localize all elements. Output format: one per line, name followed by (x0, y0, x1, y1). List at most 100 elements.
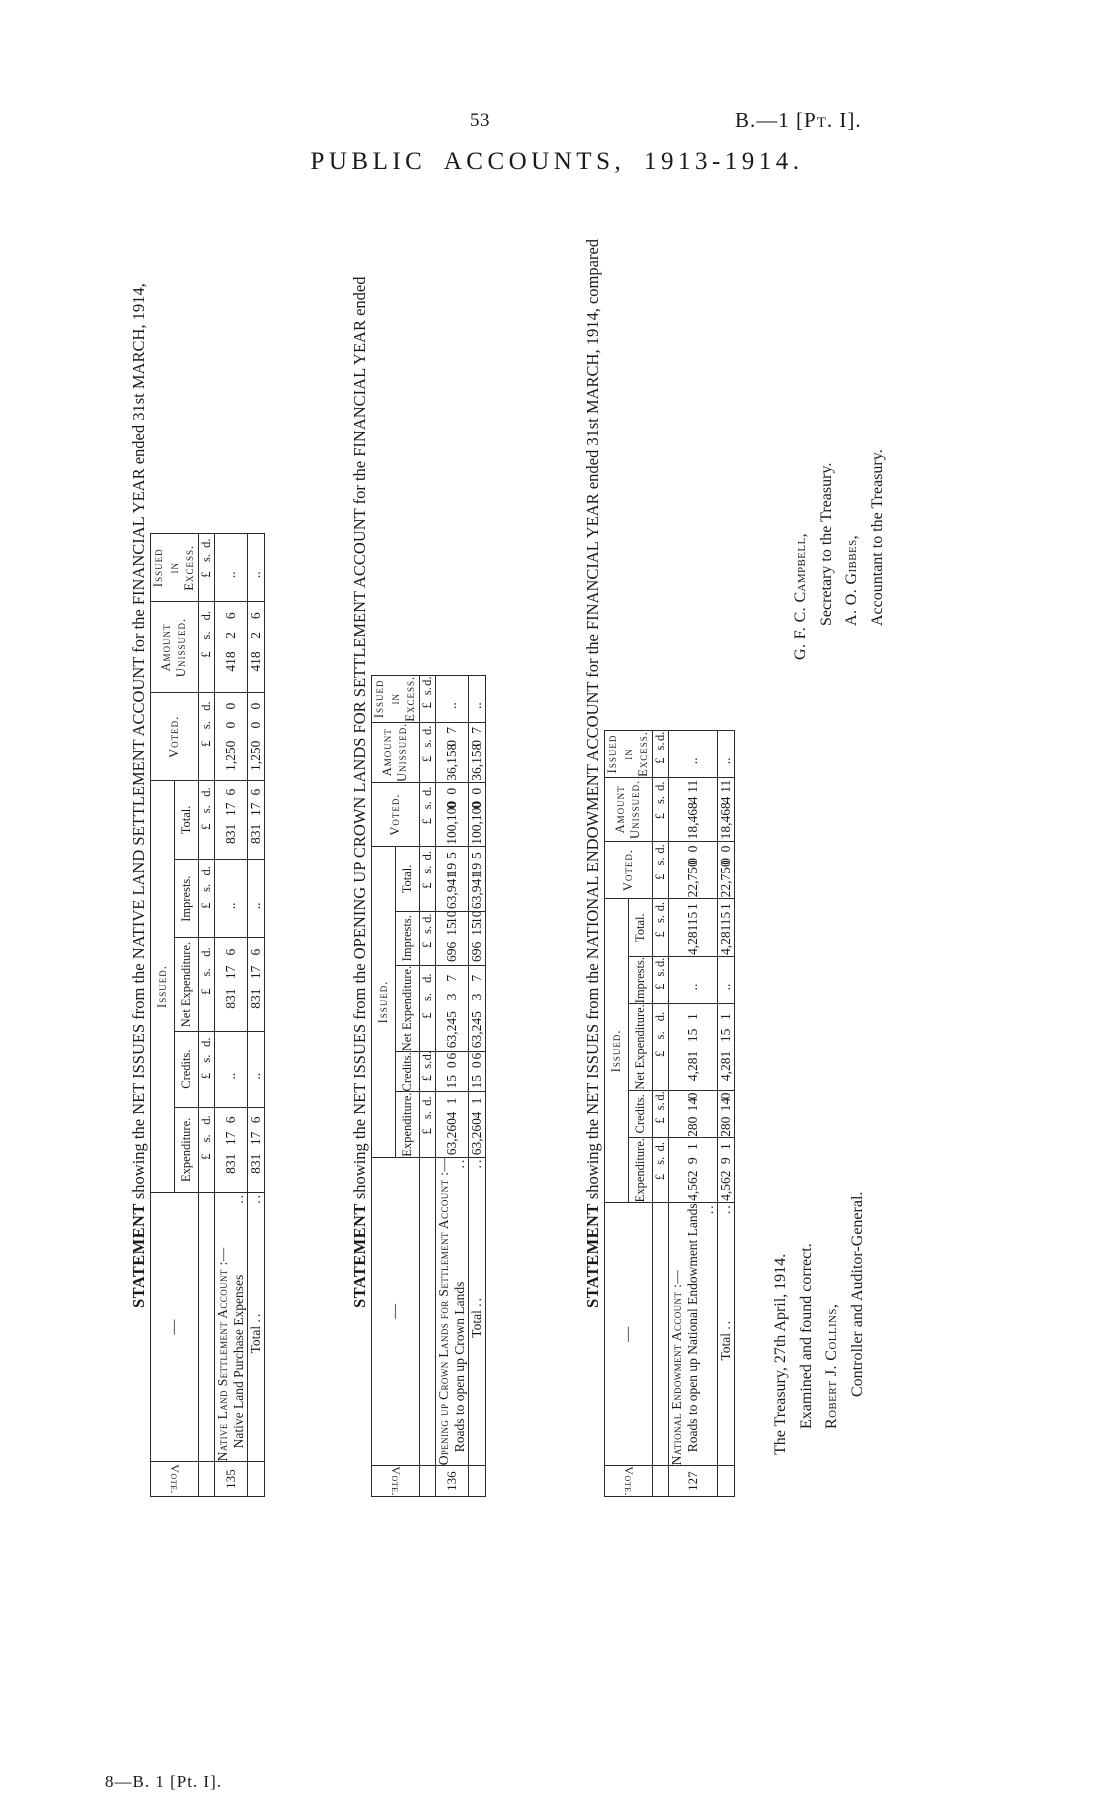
statement-table-1: Vote. — Issued. Voted. Amount Unissued. … (150, 533, 265, 1497)
table-2-row-0-dots: .. (451, 1157, 467, 1169)
statement-table-3: Vote. — Issued. Voted. Amount Unissued. … (604, 730, 735, 1497)
table-1-total-expenditure: 831176 (247, 1107, 265, 1193)
table-3-total-total: 4,281151 (717, 898, 735, 957)
table-2-total-label: Total (468, 1310, 484, 1338)
table-2-row-0-net-expenditure: 63,24537 (435, 965, 469, 1052)
table-2-units-row: £s.d. £s.d. £s.d. £s.d. £s.d. £s.d. £s.d… (419, 675, 436, 1497)
table-1-total-imprests: .. (247, 859, 265, 938)
table-1-total-total: 831176 (247, 780, 265, 860)
table-3-units-vote (652, 1465, 669, 1497)
table-3-row-0-imprests: .. (668, 956, 718, 1004)
table-1-issued-excess-header: Issued in Excess. (150, 533, 199, 602)
table-3-particulars-header: — (604, 1202, 653, 1466)
signers-block: G. F. C. Campbell, Secretary to the Trea… (788, 260, 890, 660)
statement-heading-1-lead: STATEMENT (129, 1203, 148, 1308)
table-1-total-row: Total .. .. 831176 .. 831176 .. 831176 1… (247, 533, 265, 1497)
table-3-total-vote (717, 1465, 735, 1497)
table-1-units-issued-excess: £s.d. (198, 533, 215, 602)
table-3-row-0-dots: .. (700, 1203, 716, 1215)
table-3-credits-header: Credits. (628, 1090, 653, 1138)
table-2-total-total: 63,941195 (468, 846, 486, 912)
table-3-row-0-expenditure: 4,56291 (668, 1137, 718, 1203)
table-1-issued-group-header: Issued. (150, 780, 175, 1193)
table-1-row-0-imprests: .. (214, 859, 248, 938)
table-1-particulars-header: — (150, 1192, 199, 1462)
table-1-row-0-dots: .. (230, 1192, 246, 1204)
paper-reference-part: [Pt. I]. (796, 108, 862, 132)
table-2-units-credits: £s.d. (419, 1051, 436, 1092)
table-2-total-dots-1: .. (468, 1296, 484, 1307)
table-1-total-vote (247, 1461, 265, 1497)
table-2-units-vote (419, 1465, 436, 1497)
table-3-units-total: £s.d. (652, 898, 669, 957)
table-3-net-expenditure-header: Net Expenditure. (628, 1003, 653, 1091)
table-1-units-expenditure: £s.d. (198, 1107, 215, 1193)
table-2-header-row-1: Vote. — Issued. Voted. Amount Unissued. … (371, 675, 420, 1497)
table-1-credits-header: Credits. (174, 1031, 199, 1108)
table-3-issued-group-header: Issued. (604, 898, 629, 1203)
table-3-units-credits: £s.d. (652, 1090, 669, 1138)
table-1-row-0-total: 831176 (214, 780, 248, 860)
table-3-total-dots-1: .. (717, 1318, 733, 1330)
table-3-row-0-item: Roads to open up National Endowment Land… (684, 1203, 700, 1453)
table-1-amount-unissued-header: Amount Unissued. (150, 601, 199, 693)
table-1-row-0-item: Native Land Purchase Expenses (230, 1274, 246, 1449)
table-2-units-issued-excess: £s.d. (419, 675, 436, 723)
table-1-total-voted: 1,25000 (247, 692, 265, 781)
table-2-row-0-item: Roads to open up Crown Lands (451, 1281, 467, 1453)
table-2-credits-header: Credits. (395, 1051, 420, 1092)
table-1-row-0-voted: 1,25000 (214, 692, 248, 781)
table-3-row-0-account-title: National Endowment Account :— (668, 1269, 684, 1466)
table-3-issued-excess-header: Issued in Excess. (604, 730, 653, 778)
table-2-row-0-issued-excess: .. (435, 675, 469, 723)
table-3-total-label: Total (717, 1332, 733, 1361)
table-3-total-row: Total .. .. 4,56291 280140 4,281151 .. 4… (717, 730, 735, 1497)
table-1-units-credits: £s.d. (198, 1031, 215, 1108)
table-2-imprests-header: Imprests. (395, 911, 420, 966)
table-2-units-particulars (419, 1157, 436, 1466)
table-3-units-imprests: £s.d. (652, 956, 669, 1004)
table-3-total-credits: 280140 (717, 1090, 735, 1138)
table-2-total-dots-2: .. (468, 1157, 484, 1169)
table-1-row-0-particulars: Native Land Settlement Account :— Native… (214, 1192, 248, 1462)
paper-reference-main: B.—1 (735, 108, 790, 132)
table-3-total-net-expenditure: 4,281151 (717, 1003, 735, 1091)
table-1-row-0-expenditure: 831176 (214, 1107, 248, 1193)
statement-table-3-wrapper: Vote. — Issued. Voted. Amount Unissued. … (604, 730, 735, 1497)
table-1-total-dots-2: .. (247, 1192, 263, 1204)
table-1-row-0-amount-unissued: 41826 (214, 601, 248, 693)
table-row: 136 Opening up Crown Lands for Settlemen… (435, 675, 469, 1497)
table-3-units-amount-unissued: £s.d. (652, 777, 669, 842)
statement-table-2: Vote. — Issued. Voted. Amount Unissued. … (371, 674, 486, 1497)
table-1-total-header: Total. (174, 780, 199, 860)
table-3-total-dots-2: .. (717, 1203, 733, 1215)
table-2-vote-header: Vote. (371, 1465, 420, 1497)
table-2-row-0-amount-unissued: 36,15807 (435, 722, 469, 783)
table-1-voted-header: Voted. (150, 692, 199, 781)
attestation-signer-name: Robert J. Collins, (823, 1303, 841, 1429)
table-3-amount-unissued-header: Amount Unissued. (604, 777, 653, 842)
table-1-units-vote (198, 1461, 215, 1497)
attestation-examined: Examined and found correct. (797, 1243, 815, 1429)
table-1-total-issued-excess: .. (247, 533, 265, 602)
table-1-row-0-account-title: Native Land Settlement Account :— (214, 1247, 230, 1462)
table-1-units-total: £s.d. (198, 780, 215, 860)
table-3-vote-header: Vote. (604, 1465, 653, 1497)
table-1-total-credits: .. (247, 1031, 265, 1108)
table-2-total-particulars: Total .. .. (468, 1157, 486, 1466)
table-3-row-0-vote: 127 (668, 1465, 718, 1497)
table-2-total-net-expenditure: 63,24537 (468, 965, 486, 1052)
paper-reference: B.—1 [Pt. I]. (735, 108, 862, 133)
table-3-units-expenditure: £s.d. (652, 1137, 669, 1203)
table-3-units-issued-excess: £s.d. (652, 730, 669, 778)
table-3-voted-header: Voted. (604, 841, 653, 899)
table-2-issued-group-header: Issued. (371, 846, 396, 1158)
table-3-units-row: £s.d. £s.d. £s.d. £s.d. £s.d. £s.d. £s.d… (652, 730, 669, 1497)
table-3-row-0-amount-unissued: 18,468411 (668, 777, 718, 842)
table-3-header-row-1: Vote. — Issued. Voted. Amount Unissued. … (604, 730, 653, 1497)
table-3-row-0-total: 4,281151 (668, 898, 718, 957)
table-2-row-0-particulars: Opening up Crown Lands for Settlement Ac… (435, 1157, 469, 1466)
signer-2-name: A. O. Gibbes, (843, 534, 861, 626)
statement-table-2-wrapper: Vote. — Issued. Voted. Amount Unissued. … (371, 674, 486, 1497)
table-1-total-label: Total (247, 1325, 263, 1354)
